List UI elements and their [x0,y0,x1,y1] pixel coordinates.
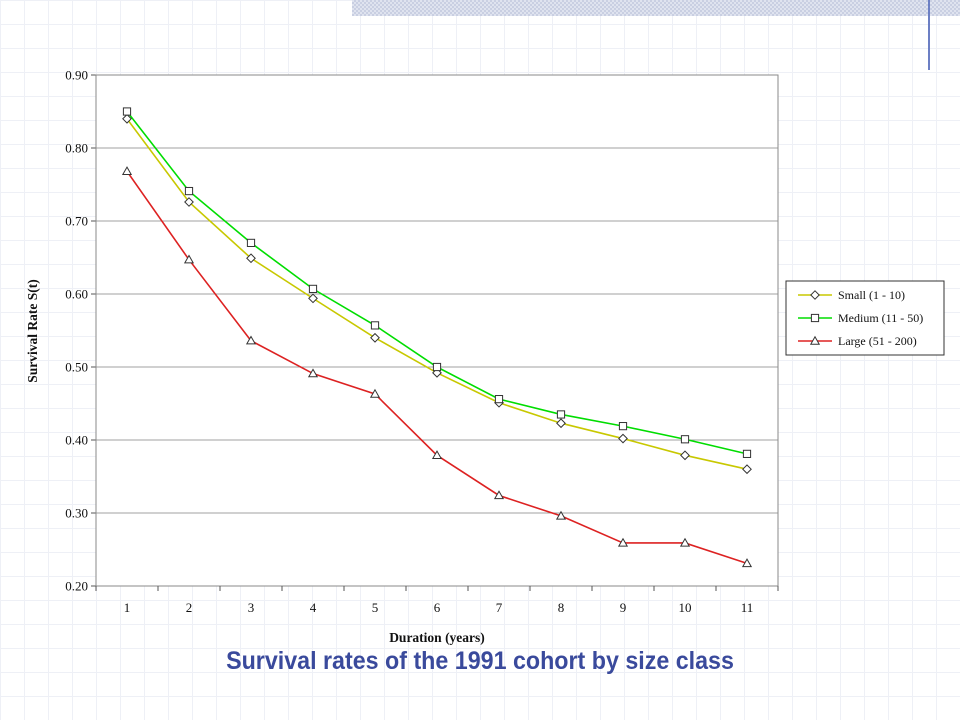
data-point [308,284,318,293]
y-tick-label: 0.90 [65,68,88,83]
data-point [246,253,256,264]
y-tick-label: 0.60 [65,287,88,302]
data-point [680,435,690,444]
y-tick-label: 0.30 [65,506,88,521]
y-tick-label: 0.70 [65,214,88,229]
x-tick-label: 6 [434,600,441,615]
plot-area: 0.20 0.30 0.40 0.50 0.60 0.70 0.80 0.90 1 2 3 4 5 6 7 8… [65,68,779,615]
x-tick-label: 9 [620,600,627,615]
legend-marker [809,335,821,345]
plot-border [95,74,779,587]
y-tick-label: 0.80 [65,141,88,156]
accent-line [928,0,930,70]
data-point [742,449,752,458]
legend-label: Small (1 - 10) [838,288,905,302]
data-point [307,368,319,378]
data-point [122,113,132,124]
legend: Small (1 - 10) Medium (11 - 50) Large (51 … [785,280,945,356]
data-point [679,537,691,547]
x-tick-label: 5 [372,600,379,615]
header-banner [352,0,960,16]
legend-label: Large (51 - 200) [838,334,917,348]
data-point [556,410,566,419]
data-point [432,362,442,372]
y-tick-label: 0.20 [65,579,88,594]
plot-background [96,75,778,586]
data-point [245,335,257,345]
data-point [494,395,504,404]
x-tick-label: 4 [310,600,317,615]
legend-marker [810,290,820,300]
data-point [555,510,567,520]
legend-label: Medium (11 - 50) [838,311,923,325]
data-point [183,254,195,264]
data-point [246,238,256,248]
data-point [431,450,443,460]
x-tick-label: 11 [741,600,754,615]
data-point [618,422,628,431]
data-point [493,490,505,500]
x-tick-label: 8 [558,600,565,615]
data-point [556,418,566,429]
x-tick-label: 10 [679,600,692,615]
data-point [370,321,380,330]
legend-marker [810,313,820,323]
data-point [184,186,194,196]
slide-caption: Survival rates of the 1991 cohort by siz… [226,647,734,675]
x-tick-label: 3 [248,600,255,615]
data-point [369,388,381,398]
data-point [617,537,629,547]
x-tick-label: 1 [124,600,131,615]
y-axis-title: Survival Rate S(t) [25,279,40,383]
data-point [370,332,380,343]
data-point [121,166,133,176]
data-point [618,433,628,444]
x-tick-label: 7 [496,600,503,615]
data-point [680,450,690,461]
y-tick-label: 0.40 [65,433,88,448]
data-point [308,293,318,304]
data-point [184,197,194,207]
x-axis-title: Duration (years) [389,630,485,645]
data-point [122,107,132,116]
data-point [741,558,753,568]
y-tick-label: 0.50 [65,360,88,375]
data-point [742,464,752,475]
x-tick-label: 2 [186,600,193,615]
